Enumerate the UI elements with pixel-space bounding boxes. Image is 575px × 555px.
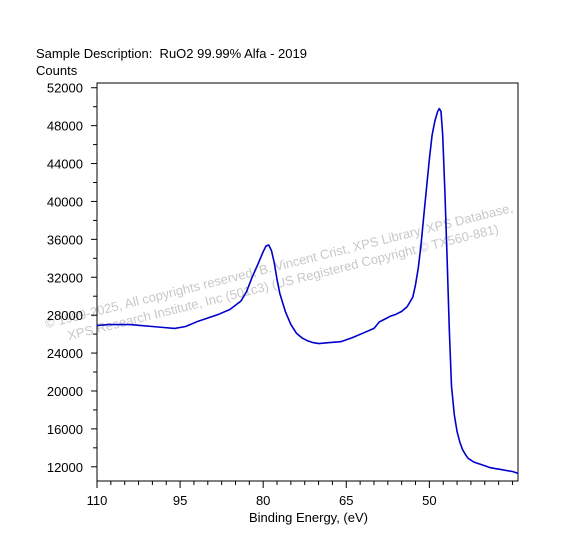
y-tick-label: 24000 [47,346,83,361]
x-tick-label: 110 [87,493,108,508]
y-tick-label: 28000 [47,308,83,323]
x-tick-label: 65 [339,493,353,508]
y-tick-label: 40000 [47,194,83,209]
y-tick-label: 36000 [47,232,83,247]
y-axis: 12000 16000 20000 24000 28000 32000 36000 40000… [47,81,97,475]
plot-frame [96,82,519,482]
x-tick-label: 95 [173,493,187,508]
y-tick-label: 16000 [47,422,83,437]
spectrum-series [96,107,519,475]
x-axis-label: Binding Energy, (eV) [249,510,368,525]
chart-title: Sample Description: RuO2 99.99% Alfa - 2… [36,46,307,61]
y-tick-label: 44000 [47,157,83,172]
y-axis-label: Counts [36,63,78,78]
watermark-line: © 1999-2025, All copyrights reserved, B.… [43,200,514,331]
x-axis: 110 95 80 65 50 [87,481,513,508]
y-tick-label: 32000 [47,270,83,285]
y-tick-label: 20000 [47,384,83,399]
x-tick-label: 80 [256,493,270,508]
x-axis-label-container: Binding Energy, (eV) [0,510,575,525]
x-tick-label: 50 [422,493,436,508]
spectrum-line [96,107,519,475]
y-tick-label: 52000 [47,81,83,96]
y-tick-label: 48000 [47,119,83,134]
y-tick-label: 12000 [47,460,83,475]
